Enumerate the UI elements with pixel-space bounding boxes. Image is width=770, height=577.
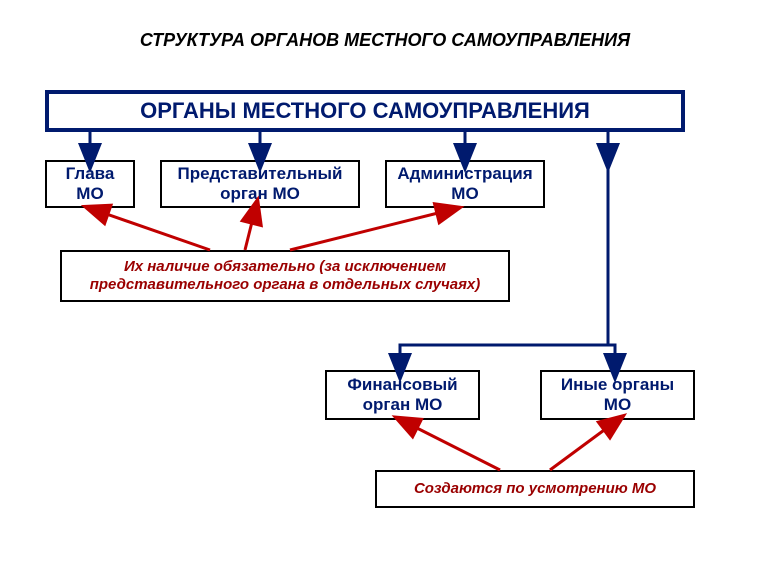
- diagram-title: СТРУКТУРА ОРГАНОВ МЕСТНОГО САМОУПРАВЛЕНИ…: [0, 30, 770, 51]
- row2-box-1: Иные органыМО: [540, 370, 695, 420]
- row2-box-0: Финансовыйорган МО: [325, 370, 480, 420]
- note1-box: Их наличие обязательно (за исключениемпр…: [60, 250, 510, 302]
- row1-box-1: Представительныйорган МО: [160, 160, 360, 208]
- row1-box-2: АдминистрацияМО: [385, 160, 545, 208]
- row1-box-0: ГлаваМО: [45, 160, 135, 208]
- note2-box: Создаются по усмотрению МО: [375, 470, 695, 508]
- main-box: ОРГАНЫ МЕСТНОГО САМОУПРАВЛЕНИЯ: [45, 90, 685, 132]
